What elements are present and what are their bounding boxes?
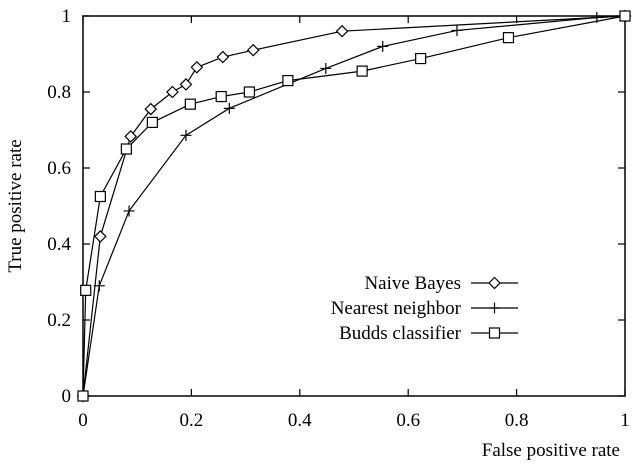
data-point-budds-classifier <box>80 284 92 296</box>
data-point-naive-bayes <box>166 85 179 99</box>
axis-tick-labels: 0 0.2 0.4 0.6 0.8 1 0 0.2 0.4 0.6 0.8 1 <box>47 6 630 431</box>
data-point-budds-classifier <box>415 52 427 65</box>
data-point-nearest-neighbor <box>180 129 192 141</box>
data-point-budds-classifier <box>282 74 294 87</box>
data-point-naive-bayes <box>216 50 230 64</box>
x-tick-label: 0 <box>78 410 88 431</box>
data-point-naive-bayes <box>124 130 138 143</box>
y-axis-label: True positive rate <box>5 139 26 272</box>
x-tick-label: 0.4 <box>288 410 312 431</box>
x-tick-label: 1 <box>620 410 630 431</box>
x-tick-label: 0.8 <box>505 410 529 431</box>
series-group <box>76 9 632 403</box>
y-tick-label: 0.2 <box>47 310 71 331</box>
data-point-budds-classifier <box>243 86 255 98</box>
data-point-naive-bayes <box>190 60 204 74</box>
data-point-budds-classifier <box>146 116 158 129</box>
data-point-budds-classifier <box>502 32 515 44</box>
legend-marker-budds-classifier <box>488 327 501 339</box>
data-point-nearest-neighbor <box>223 102 235 114</box>
y-tick-label: 0.6 <box>47 158 71 179</box>
y-tick-label: 1 <box>62 6 72 27</box>
data-point-naive-bayes <box>179 78 193 91</box>
series-line-nearest-neighbor <box>82 15 626 397</box>
legend-label-nearest-neighbor: Nearest neighbor <box>331 298 462 319</box>
data-point-budds-classifier <box>619 10 631 22</box>
series-budds-classifier <box>77 10 631 402</box>
data-point-naive-bayes <box>335 24 349 38</box>
data-point-nearest-neighbor <box>377 40 389 52</box>
data-point-budds-classifier <box>77 390 89 402</box>
data-point-nearest-neighbor <box>320 62 332 74</box>
data-point-budds-classifier <box>94 190 106 203</box>
legend: Naive Bayes Nearest neighbor Budds classif… <box>331 273 518 344</box>
y-tick-label: 0 <box>62 386 72 407</box>
data-point-nearest-neighbor <box>93 280 105 292</box>
y-tick-label: 0.4 <box>47 234 71 255</box>
x-tick-label: 0.2 <box>180 410 204 431</box>
data-point-nearest-neighbor <box>451 24 463 36</box>
data-point-naive-bayes <box>144 102 158 116</box>
legend-marker-nearest-neighbor <box>489 302 500 314</box>
y-tick-label: 0.8 <box>47 82 71 103</box>
data-point-budds-classifier <box>215 90 227 103</box>
series-naive-bayes <box>76 9 632 403</box>
legend-marker-naive-bayes <box>488 276 501 290</box>
data-point-nearest-neighbor <box>123 205 135 217</box>
data-point-budds-classifier <box>356 65 368 77</box>
x-tick-label: 0.6 <box>396 410 420 431</box>
legend-label-naive-bayes: Naive Bayes <box>364 273 461 294</box>
x-axis-label: False positive rate <box>482 440 620 461</box>
data-point-naive-bayes <box>93 230 107 243</box>
legend-label-budds-classifier: Budds classifier <box>339 323 462 344</box>
plot-frame <box>82 15 626 397</box>
data-point-budds-classifier <box>184 98 196 110</box>
data-point-budds-classifier <box>120 143 132 155</box>
data-point-naive-bayes <box>246 43 260 57</box>
